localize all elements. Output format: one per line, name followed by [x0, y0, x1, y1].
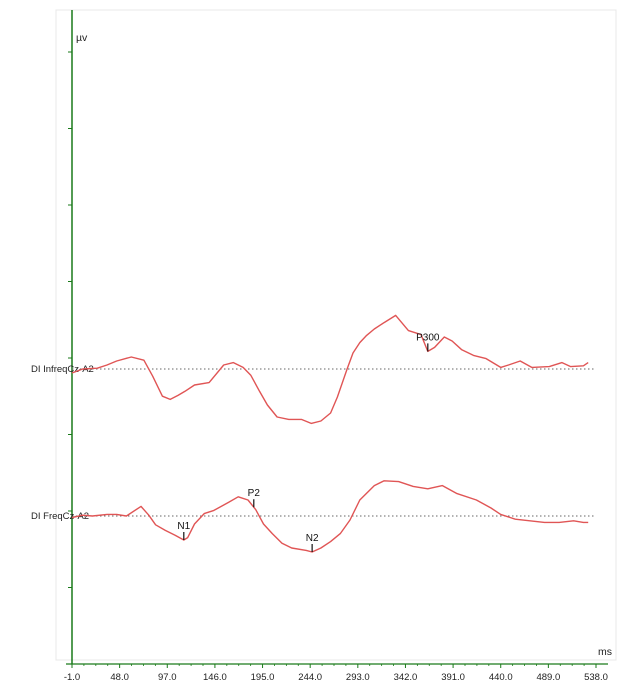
erp-trace-line	[71, 480, 589, 553]
x-tick-label: 293.0	[346, 672, 370, 682]
erp-trace-line	[71, 314, 589, 425]
y-unit-label: µv	[76, 32, 88, 44]
x-tick-label: 244.0	[298, 672, 322, 682]
x-tick-label: -1.0	[64, 672, 80, 682]
x-tick-label: 391.0	[441, 672, 465, 682]
peak-markers: P300 N1 P2 N2	[177, 332, 440, 552]
peak-label-n2: N2	[306, 533, 319, 544]
x-tick-label: 48.0	[110, 672, 129, 682]
x-tick-label: 538.0	[584, 672, 608, 682]
x-tick-label: 195.0	[251, 672, 275, 682]
peak-label-n1: N1	[177, 521, 190, 532]
trace-label: DI InfreqCz-A2	[31, 364, 94, 375]
y-axis-ticks	[68, 51, 72, 588]
peak-label-p300: P300	[416, 332, 440, 343]
peak-label-p2: P2	[248, 488, 261, 499]
x-tick-label: 440.0	[489, 672, 513, 682]
chart-frame	[55, 9, 617, 661]
x-axis-ticks: -1.0 48.0 97.0 146.0 195.0 244.0 293.0 342.0 391…	[64, 664, 608, 682]
x-tick-label: 342.0	[394, 672, 418, 682]
x-tick-label: 489.0	[536, 672, 560, 682]
erp-traces: DI InfreqCz-A2 DI FreqCz-A2	[31, 314, 596, 553]
x-tick-label: 146.0	[203, 672, 227, 682]
trace-label: DI FreqCz-A2	[31, 511, 89, 522]
x-tick-label: 97.0	[158, 672, 177, 682]
x-unit-label: ms	[598, 646, 612, 658]
